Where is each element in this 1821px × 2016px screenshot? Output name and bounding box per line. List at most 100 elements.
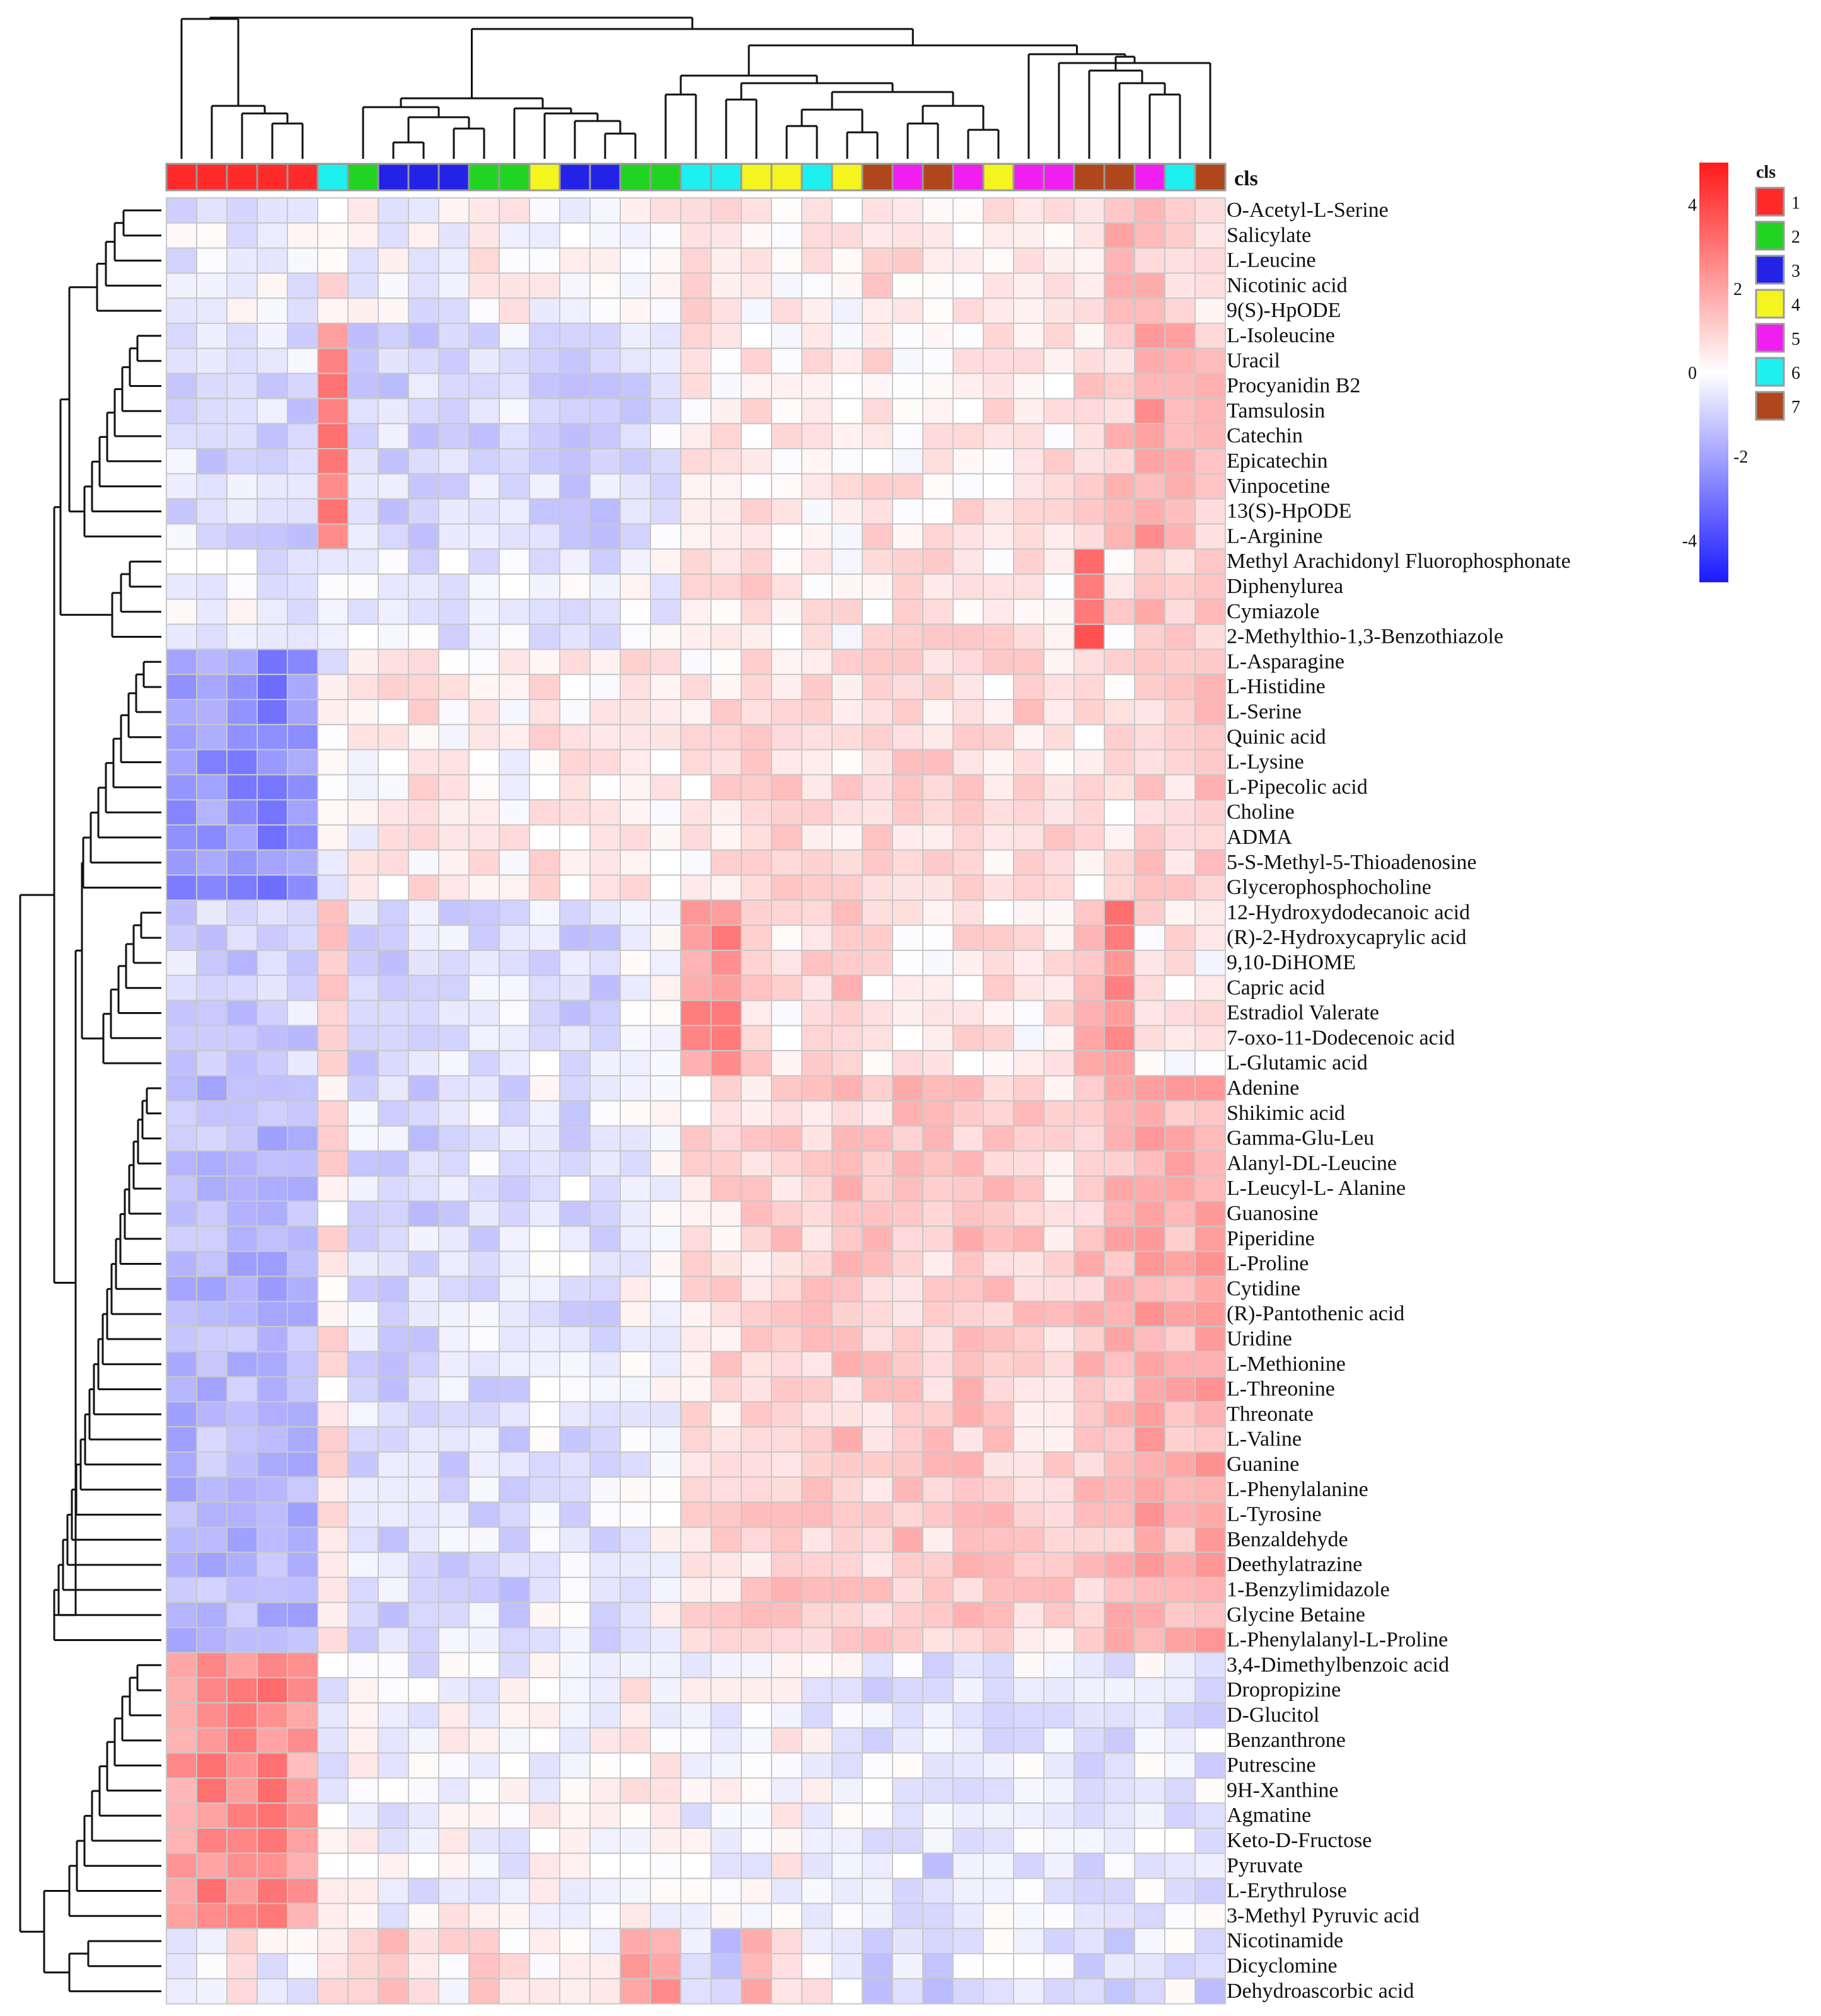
heatmap-cell [620, 1225, 651, 1252]
heatmap-cell [862, 448, 893, 475]
heatmap-cell [529, 573, 560, 600]
row-label-39: Alanyl-DL-Leucine [1227, 1151, 1397, 1175]
heatmap-cell [680, 1201, 712, 1227]
class-swatch-col-3 [226, 163, 258, 192]
heatmap-cell [801, 1577, 833, 1603]
heatmap-cell [741, 1100, 772, 1127]
heatmap-cell [378, 623, 409, 650]
heatmap-cell [952, 623, 984, 650]
heatmap-cell [1104, 1025, 1135, 1052]
heatmap-cell [801, 974, 833, 1001]
heatmap-cell [1164, 548, 1196, 575]
heatmap-cell [438, 1401, 470, 1428]
heatmap-cell [1013, 1225, 1044, 1252]
heatmap-cell [892, 974, 923, 1001]
heatmap-cell [166, 1978, 197, 2005]
row-label-10: Catechin [1227, 424, 1303, 447]
heatmap-cell [226, 1777, 258, 1804]
heatmap-cell [1104, 1953, 1135, 1979]
heatmap-cell [1104, 372, 1135, 400]
heatmap-cell [741, 623, 772, 650]
heatmap-cell [710, 548, 742, 575]
heatmap-cell [468, 573, 500, 600]
heatmap-cell [1073, 1652, 1105, 1679]
heatmap-cell [650, 1451, 681, 1478]
heatmap-cell [468, 598, 500, 625]
heatmap-cell [1013, 1426, 1044, 1453]
heatmap-cell [1043, 1627, 1075, 1654]
heatmap-cell [589, 297, 621, 325]
heatmap-cell [983, 1476, 1014, 1503]
heatmap-cell [226, 498, 258, 525]
heatmap-cell [226, 924, 258, 951]
heatmap-cell [196, 1828, 228, 1854]
heatmap-cell [559, 1727, 591, 1754]
heatmap-cell [589, 372, 621, 400]
class-legend-label-1: 1 [1791, 193, 1800, 213]
heatmap-cell [226, 1326, 258, 1352]
heatmap-cell [801, 1050, 833, 1076]
heatmap-cell [892, 1978, 923, 2005]
heatmap-cell [892, 1426, 923, 1453]
heatmap-cell [438, 1802, 470, 1829]
heatmap-cell [620, 974, 651, 1001]
heatmap-cell [226, 1852, 258, 1879]
heatmap-cell [166, 222, 197, 249]
heatmap-cell [710, 1050, 742, 1076]
heatmap-cell [680, 1702, 712, 1729]
row-label-56: 1-Benzylimidazole [1227, 1578, 1390, 1601]
heatmap-cell [892, 1025, 923, 1052]
heatmap-cell [680, 699, 712, 725]
heatmap-cell [1073, 849, 1105, 876]
heatmap-cell [1043, 548, 1075, 575]
heatmap-cell [831, 674, 863, 700]
heatmap-cell [468, 699, 500, 725]
heatmap-cell [378, 1828, 409, 1854]
heatmap-cell [408, 1501, 439, 1528]
heatmap-cell [650, 1526, 681, 1553]
row-label-8: Procyanidin B2 [1227, 374, 1360, 398]
heatmap-cell [650, 1276, 681, 1303]
heatmap-cell [317, 1326, 349, 1352]
heatmap-cell [1134, 473, 1165, 500]
heatmap-cell [317, 573, 349, 600]
heatmap-cell [892, 1828, 923, 1854]
heatmap-cell [650, 1903, 681, 1930]
heatmap-cell [257, 1877, 288, 1904]
class-swatch-col-11 [468, 163, 500, 192]
heatmap-cell [559, 473, 591, 500]
row-label-65: Agmatine [1227, 1804, 1311, 1827]
heatmap-cell [378, 1552, 409, 1578]
heatmap-cell [680, 623, 712, 650]
heatmap-cell [1013, 799, 1044, 826]
class-swatch-col-12 [498, 163, 531, 192]
heatmap-cell [1164, 1125, 1196, 1152]
heatmap-cell [589, 1877, 621, 1904]
heatmap-cell [347, 1250, 379, 1277]
heatmap-cell [378, 272, 409, 299]
heatmap-cell [831, 272, 863, 299]
heatmap-cell [529, 1627, 560, 1654]
heatmap-cell [226, 1401, 258, 1428]
heatmap-cell [741, 598, 772, 625]
heatmap-cell [226, 1802, 258, 1829]
heatmap-cell [892, 473, 923, 500]
heatmap-cell [589, 648, 621, 676]
heatmap-cell [922, 1752, 954, 1779]
heatmap-cell [166, 1426, 197, 1453]
heatmap-cell [378, 1802, 409, 1829]
heatmap-cell [1073, 323, 1105, 349]
heatmap-cell [741, 950, 772, 976]
heatmap-cell [226, 1301, 258, 1327]
heatmap-cell [166, 849, 197, 876]
heatmap-cell [620, 1702, 651, 1729]
heatmap-cells [166, 197, 1226, 2005]
heatmap-cell [1043, 723, 1075, 751]
heatmap-cell [378, 1501, 409, 1528]
heatmap-cell [559, 899, 591, 926]
heatmap-cell [347, 1627, 379, 1654]
heatmap-cell [499, 1376, 530, 1403]
heatmap-cell [499, 1100, 530, 1127]
heatmap-cell [801, 423, 833, 450]
heatmap-cell [257, 1627, 288, 1654]
